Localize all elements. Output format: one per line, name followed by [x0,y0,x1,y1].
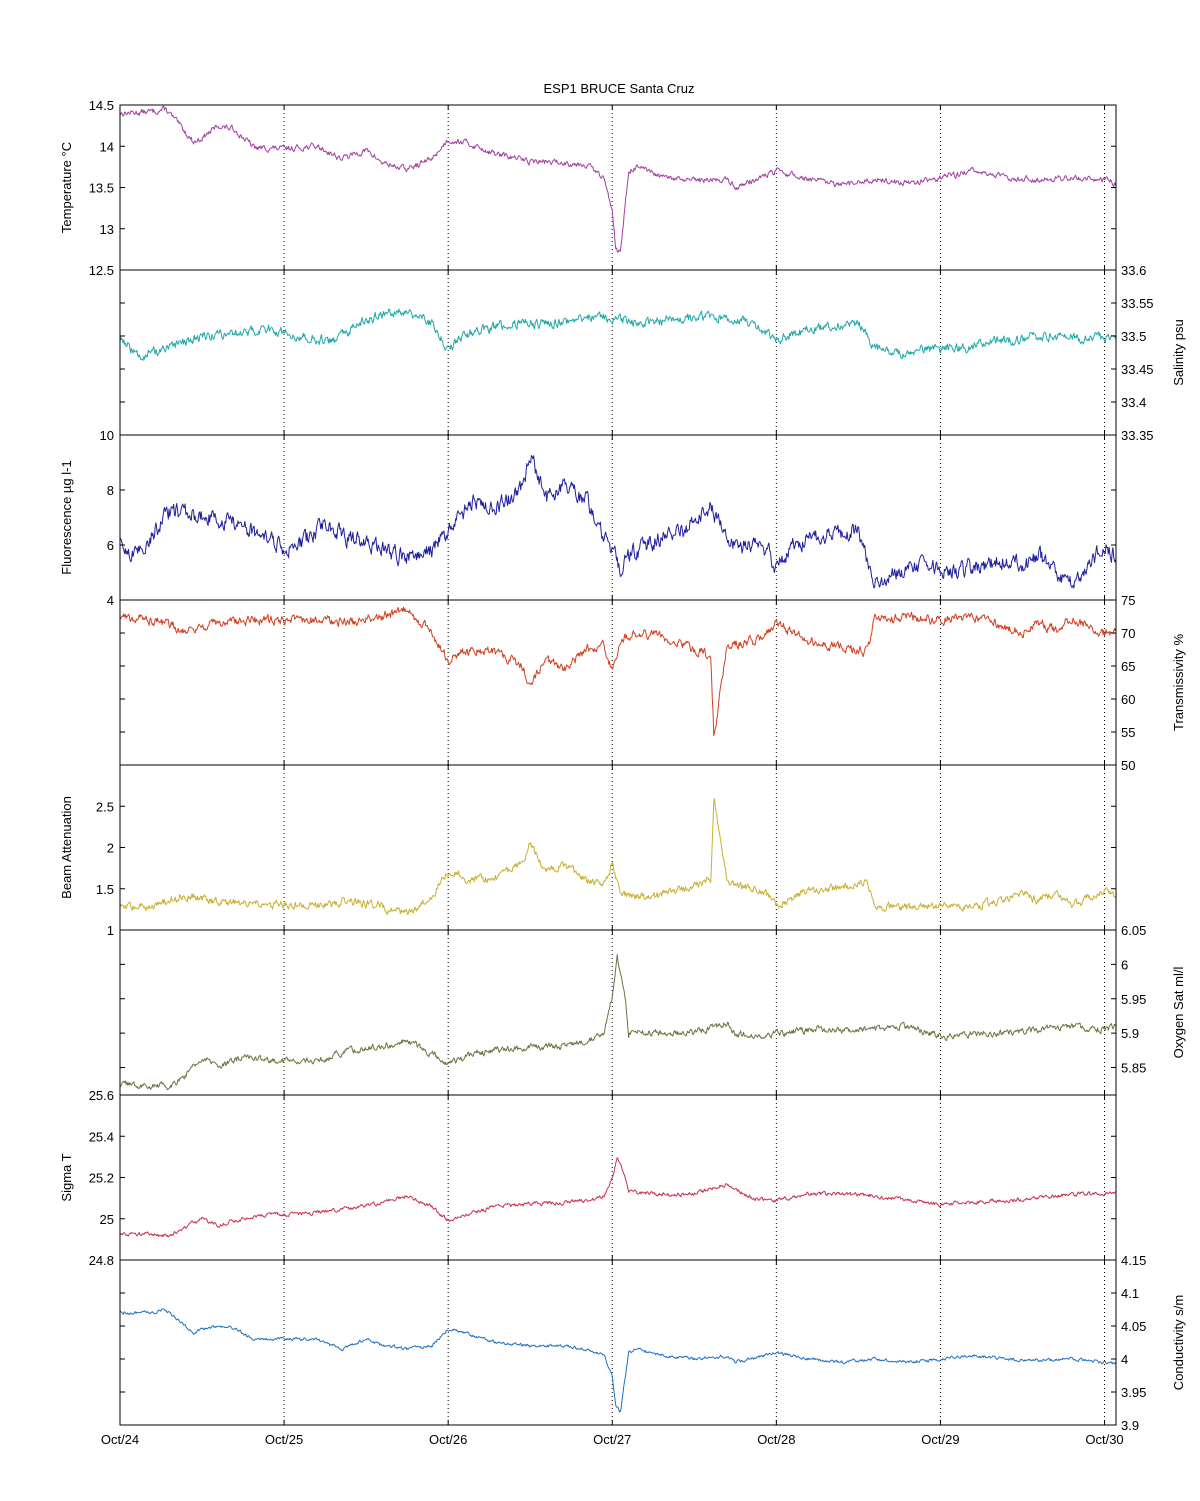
y-tick-label: 33.5 [1121,329,1146,344]
y-tick-label: 33.55 [1121,296,1154,311]
y-tick-label: 4.15 [1121,1253,1146,1268]
series-line-fluorescence [119,455,1117,589]
y-tick-label: 6 [1121,957,1128,972]
y-tick-label: 75 [1121,593,1135,608]
y-tick-label: 33.45 [1121,362,1154,377]
y-tick-label: 60 [1121,692,1135,707]
panel-salinity: 33.35 33.4 33.45 33.5 33.55 33.6 Salinity psu [119,263,1186,443]
y-tick-label: 70 [1121,626,1135,641]
panel-frame [119,104,1117,271]
y-tick-label: 25.6 [89,1088,114,1103]
x-tick-label: Oct/27 [593,1432,631,1447]
panel-transmissivity: 50 55 60 65 70 75 Transmissivity % [119,593,1186,773]
y-axis-label-beam_attenuation: Beam Attenuation [59,796,74,899]
y-tick-label: 3.95 [1121,1385,1146,1400]
y-axis-label-sigma_t: Sigma T [59,1153,74,1201]
series-line-transmissivity [119,606,1117,737]
y-tick-label: 25.4 [89,1129,114,1144]
panel-frame [119,599,1117,766]
y-axis-label-oxygen: Oxygen Sat ml/l [1171,967,1186,1059]
y-tick-label: 5.95 [1121,992,1146,1007]
y-axis-label-fluorescence: Fluorescence µg l-1 [59,460,74,574]
x-axis: Oct/24 Oct/25 Oct/26 Oct/27 Oct/28 Oct/29 Oct/… [101,1432,1124,1447]
y-tick-label: 5.9 [1121,1026,1139,1041]
y-axis-label-transmissivity: Transmissivity % [1171,634,1186,731]
x-tick-label: Oct/28 [757,1432,795,1447]
y-tick-label: 55 [1121,725,1135,740]
chart-title: ESP1 BRUCE Santa Cruz [543,81,694,96]
y-tick-label: 12.5 [89,263,114,278]
series-line-oxygen [119,954,1117,1091]
y-tick-label: 13.5 [89,181,114,196]
series-line-salinity [119,308,1117,361]
y-axis-label-temperature: Temperature °C [59,142,74,233]
series-line-sigma_t [119,1157,1117,1238]
y-tick-label: 14.5 [89,98,114,113]
series-line-temperature [119,105,1117,253]
panel-frame [119,1259,1117,1426]
y-axis-label-conductivity: Conductivity s/m [1171,1295,1186,1390]
y-tick-label: 1.5 [96,882,114,897]
panel-fluorescence: 4 6 8 10 Fluorescence µg l-1 [59,428,1117,608]
y-tick-label: 2 [107,841,114,856]
y-tick-label: 4 [107,593,114,608]
y-tick-label: 4.1 [1121,1286,1139,1301]
y-tick-label: 13 [100,222,114,237]
y-tick-label: 65 [1121,659,1135,674]
y-tick-label: 14 [100,139,114,154]
y-tick-label: 25.2 [89,1171,114,1186]
y-tick-label: 5.85 [1121,1061,1146,1076]
y-tick-label: 4 [1121,1352,1128,1367]
y-tick-label: 6.05 [1121,923,1146,938]
y-tick-label: 33.4 [1121,395,1146,410]
panel-beam_attenuation: 1 1.5 2 2.5 Beam Attenuation [59,764,1117,938]
panel-frame [119,1094,1117,1261]
y-tick-label: 2.5 [96,799,114,814]
y-tick-label: 1 [107,923,114,938]
panel-sigma_t: 24.8 25 25.2 25.4 25.6 Sigma T [59,1088,1117,1268]
y-tick-label: 4.05 [1121,1319,1146,1334]
series-line-beam_attenuation [119,798,1117,915]
y-tick-label: 8 [107,483,114,498]
y-tick-label: 50 [1121,758,1135,773]
y-tick-label: 33.35 [1121,428,1154,443]
y-tick-label: 33.6 [1121,263,1146,278]
x-tick-label: Oct/25 [265,1432,303,1447]
y-tick-label: 24.8 [89,1253,114,1268]
x-tick-label: Oct/26 [429,1432,467,1447]
x-tick-label: Oct/29 [921,1432,959,1447]
series-line-conductivity [119,1308,1117,1413]
panel-conductivity: 3.9 3.95 4 4.05 4.1 4.15 Conductivity s/m [119,1253,1186,1433]
panel-frame [119,929,1117,1096]
y-tick-label: 10 [100,428,114,443]
y-tick-label: 6 [107,538,114,553]
y-tick-label: 3.9 [1121,1418,1139,1433]
panel-oxygen: 5.85 5.9 5.95 6 6.05 Oxygen Sat ml/l [119,923,1186,1096]
y-axis-label-salinity: Salinity psu [1171,319,1186,385]
panel-temperature: 12.5 13 13.5 14 14.5 Temperature °C [59,98,1117,278]
y-tick-label: 25 [100,1212,114,1227]
x-tick-label: Oct/30 [1085,1432,1123,1447]
panel-frame [119,434,1117,601]
x-tick-label: Oct/24 [101,1432,139,1447]
